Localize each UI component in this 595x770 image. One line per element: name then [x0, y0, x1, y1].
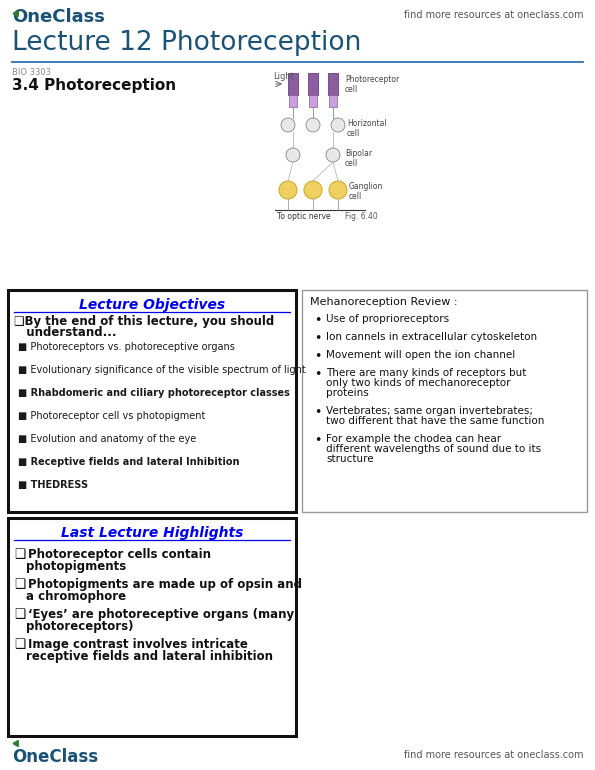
Text: BIO 3303: BIO 3303: [12, 68, 51, 77]
Bar: [328, 73, 338, 95]
Text: ■ Photoreceptor cell vs photopigment: ■ Photoreceptor cell vs photopigment: [18, 411, 205, 421]
Text: Ganglion
cell: Ganglion cell: [349, 182, 383, 202]
Text: photoreceptors): photoreceptors): [26, 620, 133, 633]
Circle shape: [281, 118, 295, 132]
Text: Horizontal
cell: Horizontal cell: [347, 119, 387, 139]
Circle shape: [306, 118, 320, 132]
Text: Photoreceptor cells contain: Photoreceptor cells contain: [28, 548, 211, 561]
Text: ■ THEDRESS: ■ THEDRESS: [18, 480, 88, 490]
Text: ❑: ❑: [14, 548, 25, 561]
Text: ‘Eyes’ are photoreceptive organs (many: ‘Eyes’ are photoreceptive organs (many: [28, 608, 294, 621]
Text: different wavelengths of sound due to its: different wavelengths of sound due to it…: [326, 444, 541, 454]
Text: ■ Evolutionary significance of the visible spectrum of light: ■ Evolutionary significance of the visib…: [18, 365, 306, 375]
Text: There are many kinds of receptors but: There are many kinds of receptors but: [326, 368, 527, 378]
Text: Ion cannels in extracellular cytoskeleton: Ion cannels in extracellular cytoskeleto…: [326, 332, 537, 342]
Text: Fig. 6.40: Fig. 6.40: [345, 212, 378, 221]
Text: Photoreceptor
cell: Photoreceptor cell: [345, 75, 399, 95]
Text: ❑By the end of this lecture, you should: ❑By the end of this lecture, you should: [14, 315, 274, 328]
Text: •: •: [314, 368, 321, 381]
Text: structure: structure: [326, 454, 374, 464]
Bar: [288, 73, 298, 95]
Bar: [308, 73, 318, 95]
Circle shape: [331, 118, 345, 132]
Circle shape: [326, 148, 340, 162]
Text: ■ Rhabdomeric and ciliary photoreceptor classes: ■ Rhabdomeric and ciliary photoreceptor …: [18, 388, 290, 398]
Circle shape: [286, 148, 300, 162]
Text: Lecture 12 Photoreception: Lecture 12 Photoreception: [12, 30, 361, 56]
Circle shape: [329, 181, 347, 199]
Text: ❑: ❑: [14, 608, 25, 621]
Text: ■ Receptive fields and lateral Inhibition: ■ Receptive fields and lateral Inhibitio…: [18, 457, 240, 467]
Bar: [8, 290, 296, 512]
Text: a chromophore: a chromophore: [26, 590, 126, 603]
Text: receptive fields and lateral inhibition: receptive fields and lateral inhibition: [26, 650, 273, 663]
Text: find more resources at oneclass.com: find more resources at oneclass.com: [403, 750, 583, 760]
Text: Last Lecture Highlights: Last Lecture Highlights: [61, 526, 243, 540]
Text: Bipolar
cell: Bipolar cell: [345, 149, 372, 169]
Text: To optic nerve: To optic nerve: [277, 212, 331, 221]
Text: find more resources at oneclass.com: find more resources at oneclass.com: [403, 10, 583, 20]
Text: Mehanoreception Review :: Mehanoreception Review :: [310, 297, 458, 307]
Text: •: •: [314, 350, 321, 363]
Text: •: •: [314, 406, 321, 419]
Text: Photopigments are made up of opsin and: Photopigments are made up of opsin and: [28, 578, 302, 591]
Text: only two kinds of mechanoreceptor: only two kinds of mechanoreceptor: [326, 378, 511, 388]
Text: ❑: ❑: [14, 638, 25, 651]
Text: photopigments: photopigments: [26, 560, 126, 573]
Text: understand...: understand...: [14, 326, 117, 339]
Text: ❑: ❑: [14, 578, 25, 591]
Bar: [329, 95, 337, 107]
Text: •: •: [314, 434, 321, 447]
Text: Use of proprioreceptors: Use of proprioreceptors: [326, 314, 449, 324]
Circle shape: [304, 181, 322, 199]
Text: •: •: [314, 332, 321, 345]
Bar: [289, 95, 297, 107]
Text: ■ Photoreceptors vs. photoreceptive organs: ■ Photoreceptors vs. photoreceptive orga…: [18, 342, 235, 352]
Text: proteins: proteins: [326, 388, 369, 398]
Bar: [302, 290, 587, 512]
Bar: [309, 95, 317, 107]
Text: Light: Light: [273, 72, 294, 81]
Text: Vertebrates; same organ invertebrates;: Vertebrates; same organ invertebrates;: [326, 406, 533, 416]
Bar: [8, 518, 296, 736]
Text: 3.4 Photoreception: 3.4 Photoreception: [12, 78, 176, 93]
Text: OneClass: OneClass: [12, 748, 98, 766]
Text: two different that have the same function: two different that have the same functio…: [326, 416, 544, 426]
Text: ■ Evolution and anatomy of the eye: ■ Evolution and anatomy of the eye: [18, 434, 196, 444]
Text: OneClass: OneClass: [12, 8, 105, 26]
Text: Lecture Objectives: Lecture Objectives: [79, 298, 225, 312]
Text: Movement will open the ion channel: Movement will open the ion channel: [326, 350, 515, 360]
Text: •: •: [314, 314, 321, 327]
Circle shape: [279, 181, 297, 199]
Text: For example the chodea can hear: For example the chodea can hear: [326, 434, 501, 444]
Text: Image contrast involves intricate: Image contrast involves intricate: [28, 638, 248, 651]
